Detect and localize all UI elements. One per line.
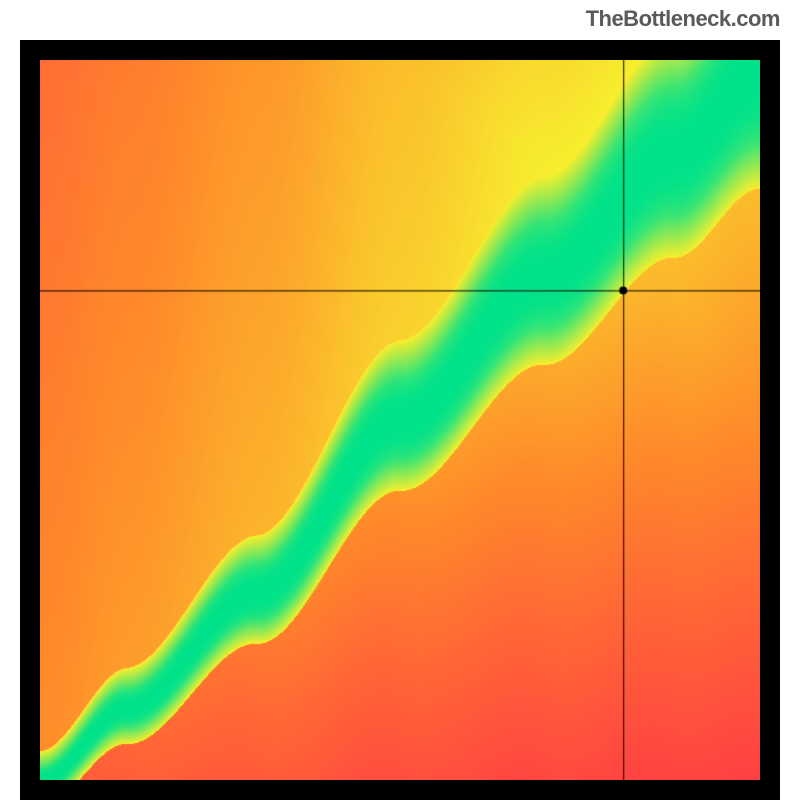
bottleneck-heatmap (20, 40, 780, 800)
attribution-label: TheBottleneck.com (586, 6, 780, 32)
heatmap-canvas (40, 60, 760, 780)
